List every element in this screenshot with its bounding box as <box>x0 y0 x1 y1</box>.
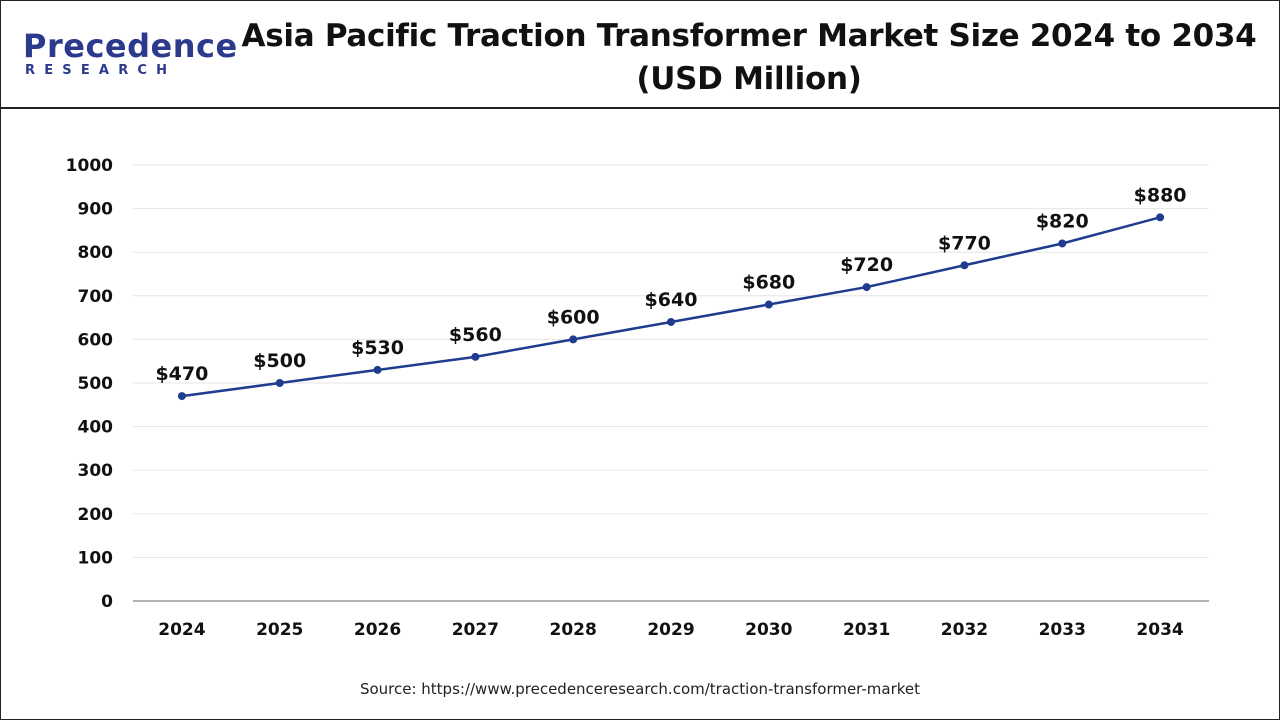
data-point <box>275 379 284 387</box>
x-tick-label: 2034 <box>1136 620 1183 640</box>
x-tick-label: 2027 <box>452 620 499 640</box>
x-tick-label: 2025 <box>256 620 303 640</box>
data-label: $770 <box>938 232 991 254</box>
data-label: $880 <box>1134 184 1187 206</box>
data-label: $530 <box>351 337 404 359</box>
data-point <box>862 283 871 292</box>
y-tick-label: 0 <box>101 592 113 612</box>
data-label: $720 <box>840 254 893 276</box>
x-tick-label: 2026 <box>354 620 401 640</box>
chart-title-line-1: Asia Pacific Traction Transformer Market… <box>241 18 1257 54</box>
chart-title-line-2: (USD Million) <box>636 61 862 97</box>
data-point <box>177 392 186 401</box>
y-tick-label: 1000 <box>66 156 113 176</box>
y-tick-label: 500 <box>78 374 114 394</box>
y-tick-label: 600 <box>78 330 114 350</box>
y-tick-label: 300 <box>78 461 114 481</box>
x-tick-label: 2030 <box>745 620 792 640</box>
data-label: $820 <box>1036 210 1089 232</box>
data-point <box>764 300 773 309</box>
data-label: $470 <box>155 363 208 385</box>
data-point <box>1058 239 1067 248</box>
data-label: $600 <box>547 306 600 328</box>
y-tick-label: 700 <box>78 287 114 307</box>
source-note: Source: https://www.precedenceresearch.c… <box>359 680 921 698</box>
data-point <box>1156 213 1165 222</box>
y-tick-label: 100 <box>78 548 114 568</box>
logo-subtitle: RESEARCH <box>25 63 177 78</box>
data-point <box>667 317 675 326</box>
y-tick-label: 900 <box>78 200 114 220</box>
data-point <box>471 352 480 361</box>
brand-logo: Precedence RESEARCH <box>23 29 237 85</box>
y-tick-label: 200 <box>78 505 114 525</box>
data-label: $640 <box>645 289 698 311</box>
chart-title: Asia Pacific Traction Transformer Market… <box>241 15 1257 101</box>
logo-wordmark: Precedence <box>23 27 238 65</box>
x-tick-label: 2029 <box>647 620 694 640</box>
x-tick-label: 2032 <box>941 620 988 640</box>
data-label: $560 <box>449 324 502 346</box>
y-tick-label: 400 <box>78 418 114 438</box>
header: Precedence RESEARCH Asia Pacific Tractio… <box>1 1 1279 109</box>
y-tick-label: 800 <box>78 243 114 263</box>
x-tick-label: 2028 <box>550 620 597 640</box>
data-label: $500 <box>253 350 306 372</box>
data-point <box>960 261 969 270</box>
x-tick-label: 2033 <box>1039 620 1086 640</box>
data-point <box>569 335 578 344</box>
data-label: $680 <box>742 272 795 294</box>
x-tick-label: 2031 <box>843 620 890 640</box>
line-chart: 0 100 200 300 400 500 600 700 800 900 1000 2024 2025… <box>66 156 1209 640</box>
data-point <box>373 365 382 374</box>
x-tick-label: 2024 <box>158 620 205 640</box>
